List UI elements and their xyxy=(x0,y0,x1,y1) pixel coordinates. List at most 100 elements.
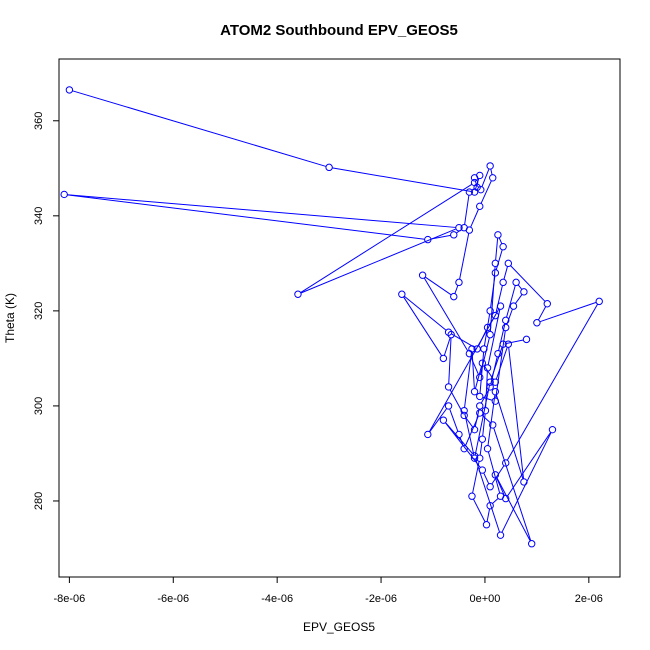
data-point xyxy=(520,288,528,296)
series-segment xyxy=(479,352,485,394)
data-point xyxy=(504,259,513,268)
data-point xyxy=(478,466,487,474)
data-point xyxy=(424,235,432,244)
data-point xyxy=(444,328,453,336)
x-tick-label: -6e-06 xyxy=(157,593,189,605)
data-point xyxy=(491,471,500,479)
series-segment xyxy=(495,347,508,380)
series-segment xyxy=(487,394,496,446)
data-point xyxy=(491,259,500,268)
data-point xyxy=(486,483,494,491)
y-tick-label: 300 xyxy=(33,397,45,415)
series-segment xyxy=(501,432,552,533)
y-tick-label: 320 xyxy=(33,302,45,320)
data-point xyxy=(460,411,468,420)
series-segment xyxy=(492,498,499,504)
data-point xyxy=(502,316,510,325)
data-point xyxy=(478,359,487,367)
data-point xyxy=(486,330,494,339)
series-segment xyxy=(503,266,508,280)
series-segment xyxy=(454,285,459,294)
data-point xyxy=(504,340,513,348)
data-point xyxy=(476,402,484,410)
series-segment xyxy=(449,389,464,413)
data-point xyxy=(486,162,494,170)
data-point xyxy=(470,454,479,462)
series-segment xyxy=(332,167,472,193)
y-axis-label: Theta (K) xyxy=(3,293,17,343)
data-point xyxy=(478,435,487,443)
data-point xyxy=(499,243,507,251)
data-point xyxy=(418,271,427,279)
data-point xyxy=(468,492,476,500)
data-point xyxy=(486,378,494,386)
data-point xyxy=(450,292,458,301)
data-point xyxy=(494,349,502,358)
series-segment xyxy=(537,306,547,321)
data-point xyxy=(499,278,507,287)
data-point xyxy=(424,430,432,439)
data-point xyxy=(65,86,74,94)
series-segment xyxy=(459,233,470,280)
series-segment xyxy=(510,265,546,302)
series-segment xyxy=(451,333,475,348)
data-point xyxy=(480,345,488,353)
series-segment xyxy=(472,498,486,523)
data-point xyxy=(496,531,505,539)
data-point xyxy=(548,425,557,434)
data-point xyxy=(486,307,494,315)
series-segment xyxy=(482,413,486,437)
data-point xyxy=(444,402,453,410)
series-segment xyxy=(471,352,475,389)
series-segment xyxy=(449,408,459,432)
y-tick-label: 280 xyxy=(33,492,45,510)
data-point xyxy=(470,174,479,182)
data-point xyxy=(439,354,448,363)
data-point xyxy=(455,430,463,439)
series-segment xyxy=(490,347,503,380)
data-point xyxy=(499,340,507,348)
data-point xyxy=(483,323,492,332)
data-point xyxy=(520,478,528,486)
data-point xyxy=(470,178,479,187)
series-segment xyxy=(424,276,452,296)
data-point xyxy=(486,502,494,510)
y-axis: 280 300 320 340 360 xyxy=(33,112,60,510)
series-segment xyxy=(474,385,490,456)
series-segment xyxy=(493,427,532,541)
data-point xyxy=(595,297,603,306)
data-point xyxy=(489,421,497,429)
series-segment xyxy=(459,437,464,446)
series-segment xyxy=(474,180,477,185)
data-point xyxy=(470,387,479,396)
data-point xyxy=(494,231,502,239)
series-segment xyxy=(490,168,493,175)
data-point xyxy=(444,383,453,391)
data-point xyxy=(509,302,518,310)
data-point xyxy=(491,269,500,277)
series-segment xyxy=(465,417,474,428)
data-point xyxy=(476,373,484,382)
data-point xyxy=(489,174,497,182)
series-segment xyxy=(479,442,483,456)
x-tick-label: -4e-06 xyxy=(261,593,293,605)
data-point xyxy=(476,202,484,211)
data-point xyxy=(533,319,541,327)
series-segment xyxy=(480,389,490,404)
data-point xyxy=(483,364,492,372)
x-tick-label: 2e-06 xyxy=(575,593,603,605)
series-segment xyxy=(481,168,490,187)
data-point xyxy=(455,278,463,287)
data-point xyxy=(477,185,485,194)
series-segment xyxy=(506,303,599,461)
series-segment xyxy=(507,432,552,497)
series-segment xyxy=(495,330,506,399)
series-segment xyxy=(491,465,505,485)
series-segment xyxy=(517,284,523,290)
data-point xyxy=(60,190,68,199)
series-segment xyxy=(474,366,482,389)
data-point xyxy=(512,278,520,287)
series-segment xyxy=(300,228,457,294)
series-segment xyxy=(67,194,456,228)
